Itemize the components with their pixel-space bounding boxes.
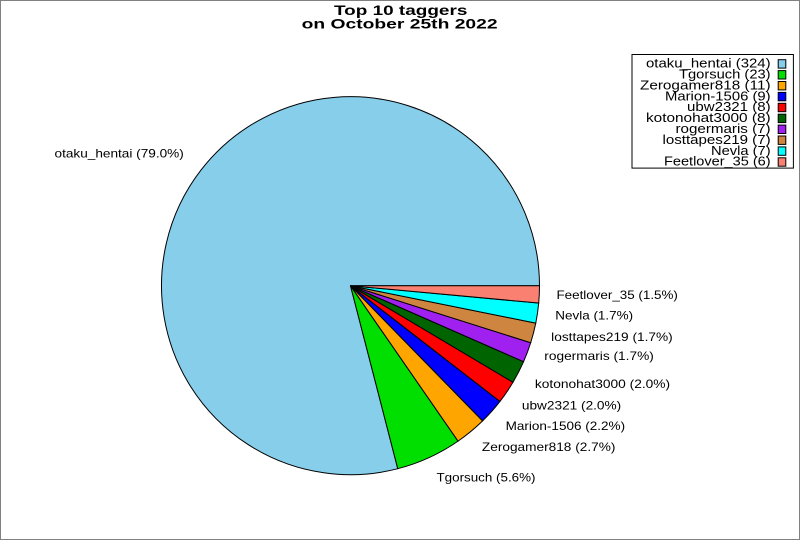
svg-text:Top 10 taggers: Top 10 taggers: [334, 3, 467, 19]
svg-text:Tgorsuch (5.6%): Tgorsuch (5.6%): [437, 471, 536, 485]
svg-text:losttapes219 (7): losttapes219 (7): [663, 133, 771, 147]
svg-text:Marion-1506 (9): Marion-1506 (9): [665, 89, 771, 103]
svg-text:ubw2321 (2.0%): ubw2321 (2.0%): [522, 399, 621, 413]
svg-text:Zerogamer818 (11): Zerogamer818 (11): [640, 78, 771, 92]
svg-text:Marion-1506 (2.2%): Marion-1506 (2.2%): [506, 419, 626, 433]
svg-text:otaku_hentai (79.0%): otaku_hentai (79.0%): [55, 147, 184, 161]
svg-text:ubw2321 (8): ubw2321 (8): [687, 100, 771, 114]
svg-text:Nevla (1.7%): Nevla (1.7%): [555, 309, 633, 323]
svg-text:losttapes219 (1.7%): losttapes219 (1.7%): [551, 330, 673, 344]
svg-text:rogermaris (1.7%): rogermaris (1.7%): [544, 349, 654, 363]
svg-text:Tgorsuch (23): Tgorsuch (23): [679, 68, 771, 82]
svg-text:Nevla (7): Nevla (7): [711, 144, 771, 158]
svg-text:kotonohat3000 (2.0%): kotonohat3000 (2.0%): [535, 377, 670, 391]
svg-text:Zerogamer818 (2.7%): Zerogamer818 (2.7%): [482, 440, 616, 454]
svg-text:Feetlover_35 (1.5%): Feetlover_35 (1.5%): [557, 288, 678, 302]
svg-text:rogermaris (7): rogermaris (7): [676, 122, 771, 136]
svg-text:Feetlover_35 (6): Feetlover_35 (6): [664, 155, 771, 169]
svg-text:otaku_hentai (324): otaku_hentai (324): [646, 57, 771, 71]
svg-text:on October 25th 2022: on October 25th 2022: [302, 16, 498, 32]
svg-text:kotonohat3000 (8): kotonohat3000 (8): [646, 111, 771, 125]
